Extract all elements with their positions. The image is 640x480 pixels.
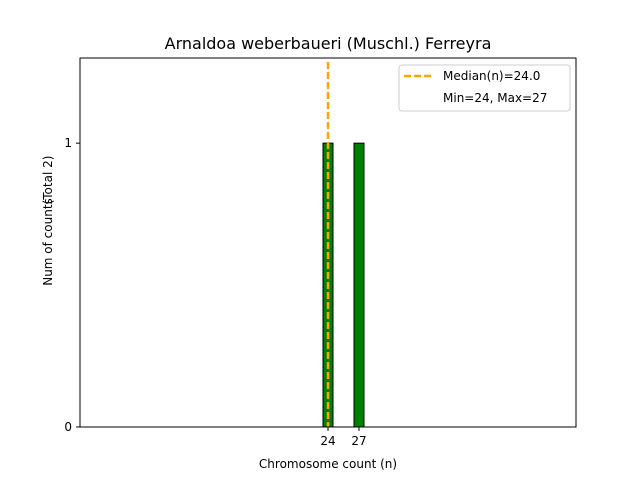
y-tick-label-0: 0 xyxy=(64,420,72,434)
legend-entry-median: Median(n)=24.0 xyxy=(443,69,540,83)
x-tick-label-27: 27 xyxy=(351,434,366,448)
bar-27 xyxy=(353,142,365,428)
legend: Median(n)=24.0 Min=24, Max=27 xyxy=(398,64,571,112)
chart-title: Arnaldoa weberbaueri (Muschl.) Ferreyra xyxy=(165,34,492,53)
y-axis-label: Num of counts xyxy=(41,198,55,286)
x-tick-label-24: 24 xyxy=(320,434,335,448)
y-axis-total-label: (Total 2) xyxy=(41,156,55,205)
legend-entry-min-max: Min=24, Max=27 xyxy=(443,91,547,105)
x-axis-label: Chromosome count (n) xyxy=(259,457,397,471)
y-tick-label-1: 1 xyxy=(64,136,72,150)
legend-box xyxy=(398,64,571,112)
plot-frame xyxy=(79,57,577,428)
